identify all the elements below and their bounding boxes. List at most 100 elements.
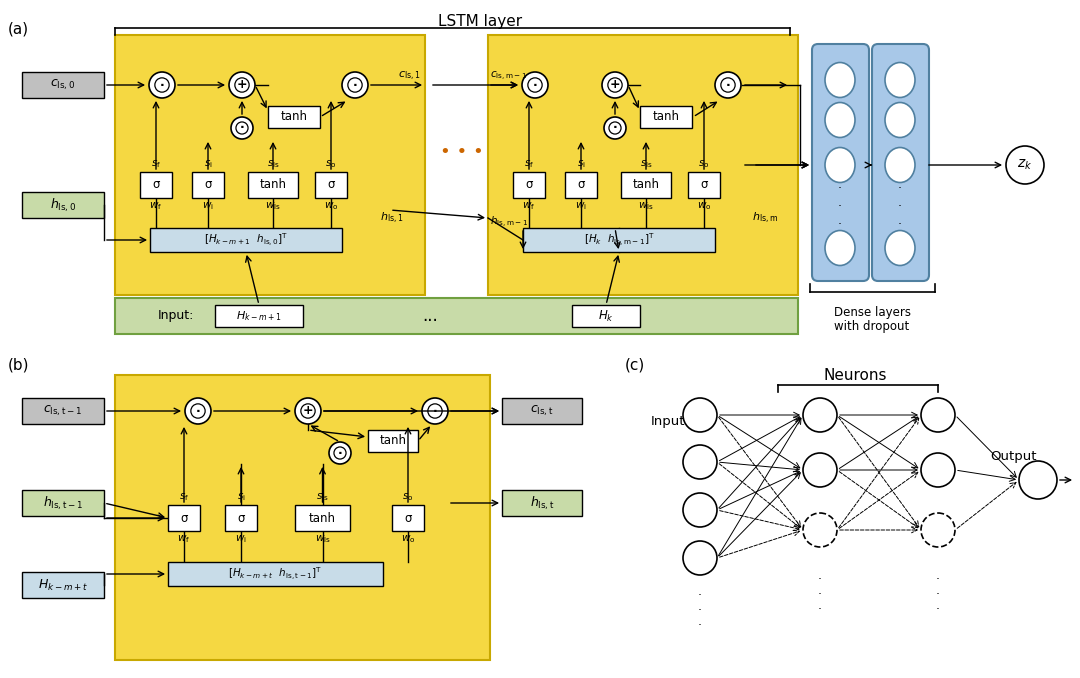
- Bar: [488, 35, 798, 295]
- Text: ·: ·: [433, 405, 437, 418]
- Bar: [502, 490, 582, 516]
- Text: $s_{\rm ls}$: $s_{\rm ls}$: [316, 491, 329, 503]
- Text: (c): (c): [625, 358, 645, 373]
- Text: $w_{\rm ls}$: $w_{\rm ls}$: [638, 200, 653, 212]
- Bar: [192, 172, 224, 198]
- Text: +: +: [237, 79, 247, 92]
- Text: σ: σ: [180, 511, 188, 525]
- Bar: [248, 172, 298, 198]
- Text: ·: ·: [726, 79, 730, 92]
- Bar: [565, 172, 597, 198]
- Circle shape: [185, 398, 211, 424]
- Text: ·: ·: [532, 79, 538, 92]
- Ellipse shape: [885, 62, 915, 98]
- Text: $w_{\rm ls}$: $w_{\rm ls}$: [314, 533, 330, 545]
- Bar: [168, 505, 200, 531]
- Circle shape: [609, 122, 621, 134]
- Bar: [392, 505, 424, 531]
- Bar: [688, 172, 720, 198]
- Text: $w_{\rm o}$: $w_{\rm o}$: [697, 200, 712, 212]
- Bar: [22, 398, 104, 424]
- Text: (b): (b): [8, 358, 29, 373]
- Bar: [22, 490, 104, 516]
- Circle shape: [921, 398, 955, 432]
- Circle shape: [229, 72, 255, 98]
- Circle shape: [154, 78, 170, 92]
- Text: $w_{\rm i}$: $w_{\rm i}$: [235, 533, 247, 545]
- Circle shape: [1020, 461, 1057, 499]
- Text: $c_{\rm ls,1}$: $c_{\rm ls,1}$: [399, 69, 420, 83]
- Text: $s_{\rm f}$: $s_{\rm f}$: [524, 158, 534, 170]
- Text: $w_{\rm i}$: $w_{\rm i}$: [202, 200, 214, 212]
- Circle shape: [683, 445, 717, 479]
- Text: $w_{\rm i}$: $w_{\rm i}$: [576, 200, 586, 212]
- Text: ·
·
·: · · ·: [897, 182, 902, 231]
- Circle shape: [334, 447, 346, 459]
- Text: $w_{\rm f}$: $w_{\rm f}$: [177, 533, 190, 545]
- Circle shape: [715, 72, 741, 98]
- Bar: [22, 192, 104, 218]
- Text: $s_{\rm i}$: $s_{\rm i}$: [237, 491, 245, 503]
- Text: $c_{\rm ls,t}$: $c_{\rm ls,t}$: [530, 404, 554, 418]
- Text: $h_{\rm ls,0}$: $h_{\rm ls,0}$: [50, 197, 77, 214]
- Circle shape: [921, 453, 955, 487]
- Bar: [22, 572, 104, 598]
- Circle shape: [683, 541, 717, 575]
- Circle shape: [683, 493, 717, 527]
- Text: $s_{\rm i}$: $s_{\rm i}$: [204, 158, 213, 170]
- Text: $h_{\rm ls,t-1}$: $h_{\rm ls,t-1}$: [43, 494, 83, 512]
- Text: ·: ·: [338, 447, 342, 460]
- Text: Input: Input: [651, 415, 685, 428]
- Text: $H_k$: $H_k$: [598, 308, 613, 323]
- Text: $s_{\rm f}$: $s_{\rm f}$: [179, 491, 189, 503]
- Text: $h_{\rm ls,m}$: $h_{\rm ls,m}$: [752, 210, 779, 226]
- FancyBboxPatch shape: [812, 44, 869, 281]
- Bar: [225, 505, 257, 531]
- Ellipse shape: [825, 102, 855, 138]
- Text: tanh: tanh: [259, 178, 286, 191]
- Text: ·
·
·: · · ·: [936, 574, 940, 616]
- Bar: [114, 35, 426, 295]
- Text: $[H_k\ \ h_{\rm ls,m-1}]^{\rm T}$: $[H_k\ \ h_{\rm ls,m-1}]^{\rm T}$: [583, 232, 654, 248]
- Text: tanh: tanh: [652, 111, 679, 123]
- Text: $s_{\rm f}$: $s_{\rm f}$: [151, 158, 161, 170]
- Text: σ: σ: [204, 178, 212, 191]
- Circle shape: [422, 398, 448, 424]
- Circle shape: [608, 78, 622, 92]
- Circle shape: [342, 72, 368, 98]
- Circle shape: [683, 398, 717, 432]
- Circle shape: [528, 78, 542, 92]
- Text: ·
·
·: · · ·: [838, 182, 842, 231]
- Circle shape: [921, 513, 955, 547]
- Text: LSTM layer: LSTM layer: [437, 14, 522, 29]
- Bar: [523, 228, 715, 252]
- Ellipse shape: [825, 148, 855, 182]
- Circle shape: [191, 404, 205, 418]
- Bar: [368, 430, 418, 452]
- Bar: [315, 172, 347, 198]
- Bar: [295, 505, 350, 531]
- Bar: [572, 305, 640, 327]
- Text: $s_{\rm o}$: $s_{\rm o}$: [402, 491, 414, 503]
- Text: $H_{k-m+1}$: $H_{k-m+1}$: [237, 309, 282, 323]
- Text: σ: σ: [152, 178, 160, 191]
- Bar: [215, 305, 303, 327]
- Ellipse shape: [825, 62, 855, 98]
- Text: $H_{k-m+t}$: $H_{k-m+t}$: [38, 578, 89, 593]
- Text: $w_{\rm ls}$: $w_{\rm ls}$: [265, 200, 281, 212]
- Text: +: +: [610, 79, 620, 92]
- FancyBboxPatch shape: [872, 44, 929, 281]
- Bar: [140, 172, 172, 198]
- Text: $w_{\rm f}$: $w_{\rm f}$: [149, 200, 163, 212]
- Text: $h_{\rm ls,1}$: $h_{\rm ls,1}$: [380, 210, 404, 226]
- Text: σ: σ: [327, 178, 335, 191]
- Circle shape: [235, 122, 248, 134]
- Text: $s_{\rm o}$: $s_{\rm o}$: [325, 158, 337, 170]
- Circle shape: [1005, 146, 1044, 184]
- Text: • • •: • • •: [441, 143, 484, 161]
- Circle shape: [720, 78, 735, 92]
- Text: ·: ·: [240, 121, 244, 134]
- Bar: [621, 172, 671, 198]
- Text: $[H_{k-m+1}\ \ h_{\rm ls,0}]^{\rm T}$: $[H_{k-m+1}\ \ h_{\rm ls,0}]^{\rm T}$: [204, 232, 288, 248]
- Text: Output: Output: [990, 450, 1037, 463]
